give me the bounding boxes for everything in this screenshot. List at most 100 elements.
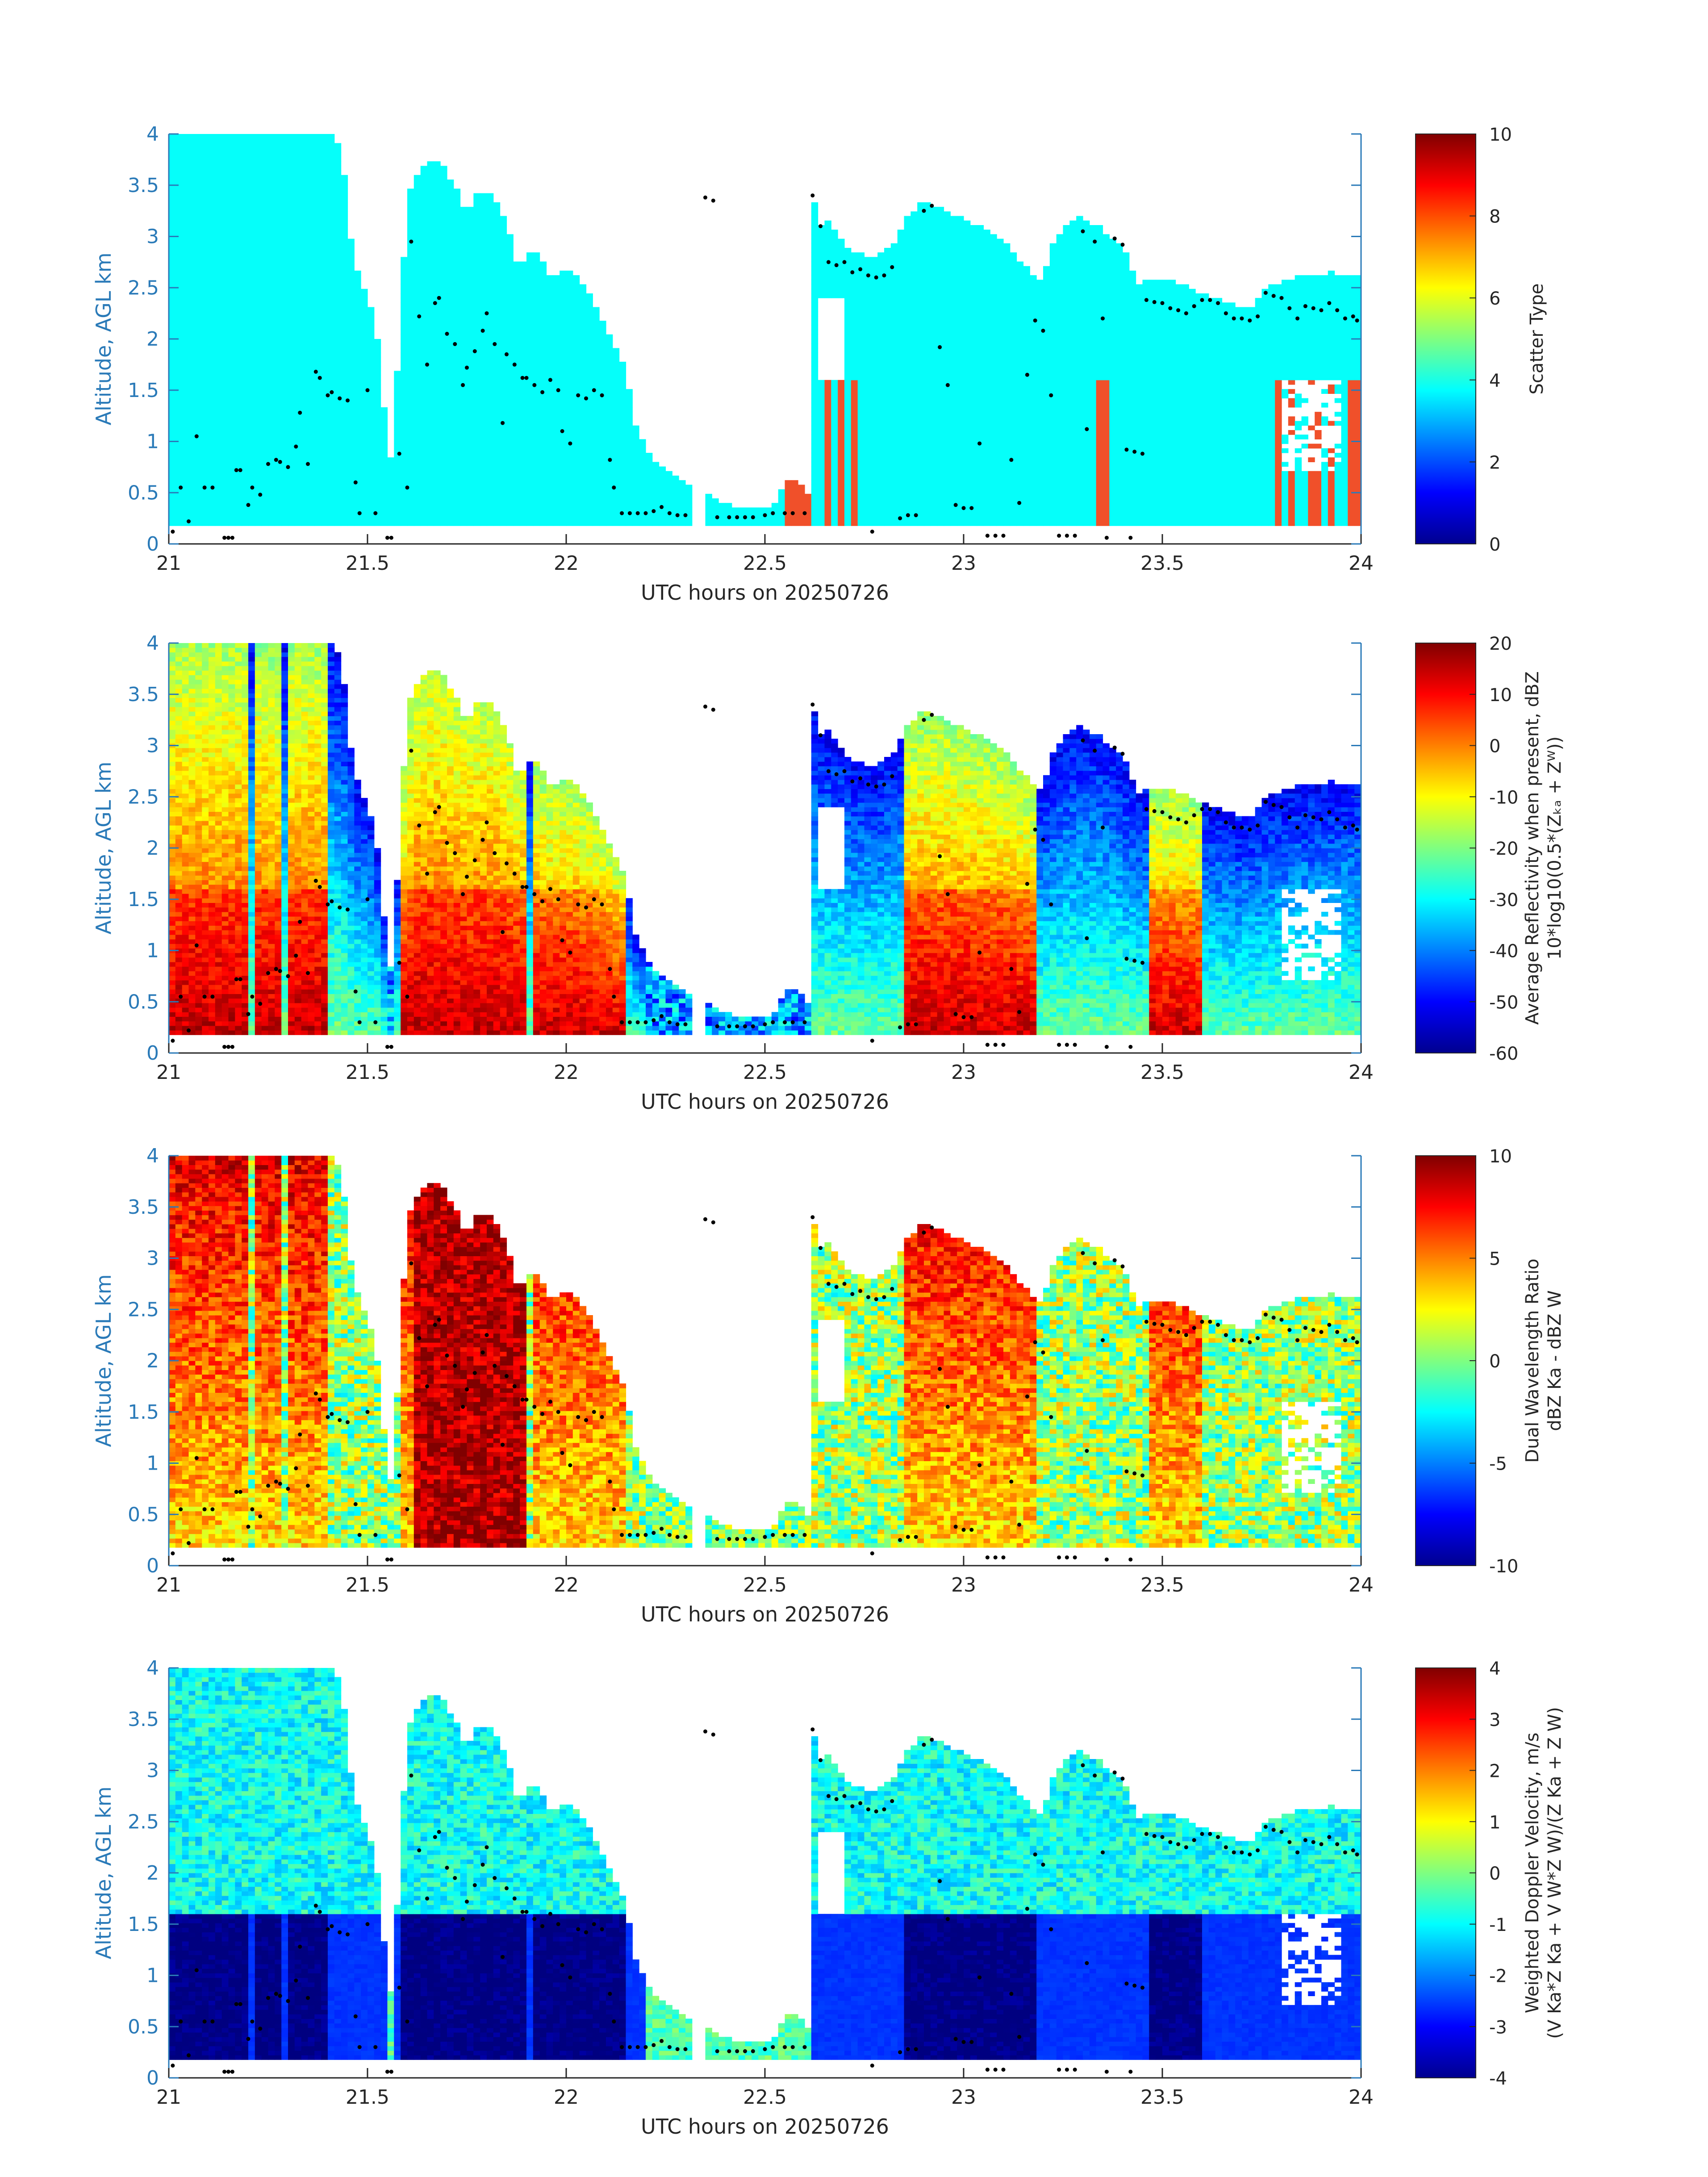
heatmap-cell	[202, 221, 209, 226]
heatmap-cell	[202, 180, 209, 184]
heatmap-cell	[235, 180, 242, 184]
heatmap-cell	[388, 503, 394, 508]
heatmap-cell	[381, 476, 388, 481]
heatmap-cell	[189, 316, 196, 321]
heatmap-cell	[235, 480, 242, 485]
heatmap-cell	[334, 439, 341, 444]
heatmap-cell	[321, 166, 328, 171]
heatmap-cell	[235, 412, 242, 417]
heatmap-cell	[328, 271, 334, 276]
heatmap-cell	[215, 216, 222, 221]
heatmap-cell	[348, 371, 355, 376]
heatmap-cell	[275, 166, 281, 171]
heatmap-cell	[182, 184, 189, 189]
heatmap-cell	[229, 143, 235, 148]
heatmap-cell	[321, 430, 328, 435]
heatmap-cell	[281, 366, 288, 371]
heatmap-cell	[242, 280, 248, 284]
heatmap-cell	[215, 230, 222, 234]
heatmap-cell	[321, 202, 328, 207]
heatmap-cell	[407, 339, 414, 344]
heatmap-cell	[314, 307, 321, 312]
heatmap-cell	[255, 439, 262, 444]
heatmap-cell	[255, 252, 262, 257]
heatmap-cell	[209, 252, 215, 257]
heatmap-cell	[348, 507, 355, 512]
heatmap-cell	[189, 143, 196, 148]
heatmap-cell	[268, 444, 275, 449]
heatmap-cell	[189, 393, 196, 398]
heatmap-cell	[301, 316, 308, 321]
heatmap-cell	[394, 389, 401, 394]
heatmap-cell	[295, 161, 301, 166]
heatmap-cell	[215, 398, 222, 403]
heatmap-cell	[295, 257, 301, 262]
heatmap-cell	[348, 471, 355, 476]
heatmap-cell	[169, 412, 175, 417]
heatmap-cell	[175, 380, 182, 385]
heatmap-cell	[248, 489, 255, 494]
heatmap-cell	[229, 366, 235, 371]
heatmap-cell	[354, 467, 361, 472]
heatmap-cell	[308, 416, 315, 421]
heatmap-cell	[235, 362, 242, 367]
heatmap-cell	[268, 157, 275, 162]
heatmap-cell	[288, 376, 295, 380]
heatmap-cell	[182, 398, 189, 403]
heatmap-cell	[248, 225, 255, 230]
heatmap-cell	[229, 480, 235, 485]
heatmap-cell	[367, 339, 374, 344]
heatmap-cell	[421, 426, 427, 430]
heatmap-cell	[242, 252, 248, 257]
heatmap-cell	[235, 325, 242, 330]
heatmap-cell	[262, 184, 268, 189]
heatmap-cell	[182, 175, 189, 180]
heatmap-cell	[195, 357, 202, 362]
heatmap-cell	[308, 371, 315, 376]
heatmap-cell	[381, 494, 388, 499]
heatmap-cell	[328, 517, 334, 522]
heatmap-cell	[341, 421, 348, 426]
heatmap-cell	[348, 467, 355, 472]
heatmap-cell	[295, 221, 301, 226]
heatmap-cell	[341, 512, 348, 517]
heatmap-cell	[281, 134, 288, 139]
heatmap-cell	[182, 339, 189, 344]
heatmap-cell	[202, 462, 209, 467]
heatmap-cell	[195, 216, 202, 221]
heatmap-cell	[348, 243, 355, 248]
heatmap-cell	[195, 234, 202, 239]
heatmap-cell	[235, 293, 242, 298]
heatmap-cell	[348, 485, 355, 489]
heatmap-cell	[314, 252, 321, 257]
heatmap-cell	[414, 416, 421, 421]
heatmap-cell	[427, 234, 434, 239]
heatmap-cell	[414, 330, 421, 335]
heatmap-cell	[275, 275, 281, 280]
heatmap-cell	[195, 439, 202, 444]
heatmap-cell	[209, 271, 215, 276]
heatmap-cell	[414, 384, 421, 389]
heatmap-cell	[328, 161, 334, 166]
heatmap-cell	[222, 216, 229, 221]
heatmap-cell	[288, 166, 295, 171]
heatmap-cell	[341, 293, 348, 298]
heatmap-cell	[348, 307, 355, 312]
heatmap-cell	[248, 293, 255, 298]
heatmap-cell	[308, 498, 315, 503]
heatmap-cell	[328, 334, 334, 339]
heatmap-cell	[202, 202, 209, 207]
heatmap-cell	[229, 257, 235, 262]
heatmap-cell	[348, 275, 355, 280]
heatmap-cell	[328, 284, 334, 289]
heatmap-cell	[268, 225, 275, 230]
heatmap-cell	[295, 248, 301, 253]
heatmap-cell	[308, 325, 315, 330]
heatmap-cell	[321, 334, 328, 339]
heatmap-cell	[381, 453, 388, 458]
heatmap-cell	[255, 398, 262, 403]
heatmap-cell	[202, 239, 209, 244]
heatmap-cell	[182, 284, 189, 289]
heatmap-cell	[175, 298, 182, 303]
heatmap-cell	[308, 307, 315, 312]
